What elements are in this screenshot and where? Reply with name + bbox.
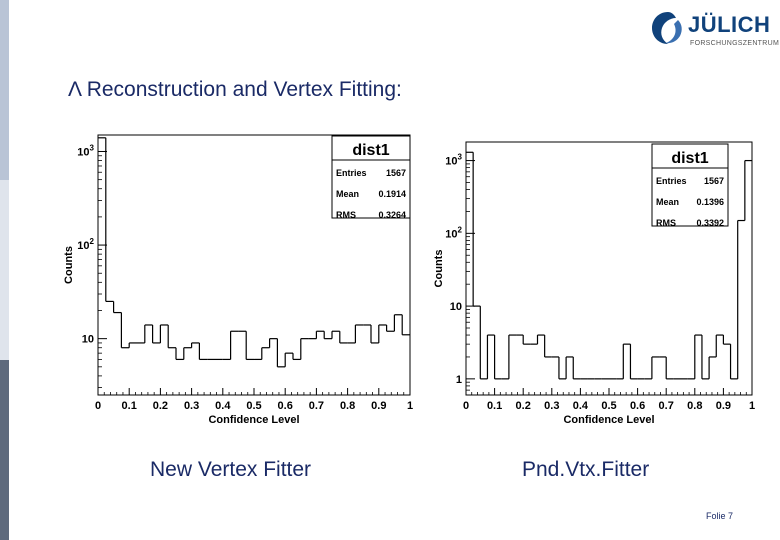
y-tick-label: 102 — [77, 237, 94, 252]
x-tick-label: 0.2 — [516, 400, 531, 412]
juelich-logo: JÜLICH FORSCHUNGSZENTRUM — [650, 10, 779, 54]
x-tick-label: 0.6 — [278, 400, 293, 412]
y-axis-label: Counts — [433, 250, 445, 288]
page-number: Folie 7 — [706, 511, 734, 521]
stats-title: dist1 — [352, 142, 389, 159]
y-tick-label: 10 — [82, 334, 94, 346]
x-tick-label: 0.8 — [687, 400, 702, 412]
x-tick-label: 0.4 — [573, 400, 589, 412]
x-tick-label: 0.9 — [716, 400, 731, 412]
y-tick-label: 10 — [450, 301, 462, 313]
histogram-pnd-vtx-fitter: 0 0.1 0.2 0.3 0.4 0.5 0.6 0.7 0.8 0.9 1 1 10 102 103 Co… — [433, 141, 755, 426]
histogram-bins — [98, 137, 410, 368]
y-tick-label: 102 — [445, 225, 462, 240]
page-title: Λ Reconstruction and Vertex Fitting: — [68, 78, 402, 101]
y-tick-label: 103 — [445, 153, 462, 168]
x-tick-label: 0.4 — [215, 400, 231, 412]
histogram-new-vertex-fitter: 0 0.1 0.2 0.3 0.4 0.5 0.6 0.7 0.8 0.9 1 10 102 103 Con… — [63, 134, 413, 426]
stats-row-value: 0.1396 — [696, 197, 724, 207]
logo-swirl-icon — [652, 12, 682, 44]
stats-box: dist1 Entries 1567 Mean 0.1914 RMS 0.3264 — [331, 135, 411, 220]
x-tick-label: 0.1 — [487, 400, 502, 412]
histogram-bins — [466, 151, 752, 380]
side-accent-bar-top — [0, 0, 9, 180]
x-axis-label: Confidence Level — [563, 414, 654, 426]
stats-box: dist1 Entries 1567 Mean 0.1396 RMS 0.3392 — [651, 143, 729, 228]
stats-row-value: 1567 — [704, 176, 724, 186]
x-tick-label: 1 — [407, 400, 413, 412]
stats-row-label: Entries — [656, 176, 687, 186]
stats-row-value: 0.3392 — [696, 218, 724, 228]
y-tick-label: 1 — [456, 374, 462, 386]
logo-wordmark: JÜLICH — [688, 12, 771, 37]
x-tick-label: 0.9 — [371, 400, 386, 412]
caption-new-vertex-fitter: New Vertex Fitter — [150, 458, 312, 481]
x-tick-label: 0.7 — [659, 400, 674, 412]
stats-row-value: 0.3264 — [378, 210, 406, 220]
caption-pnd-vtx-fitter: Pnd.Vtx.Fitter — [522, 458, 650, 481]
logo-subtext: FORSCHUNGSZENTRUM — [690, 40, 780, 47]
x-tick-label: 0 — [463, 400, 469, 412]
side-accent-bar-middle — [0, 180, 9, 360]
y-axis-label: Counts — [63, 246, 75, 284]
stats-row-value: 0.1914 — [378, 189, 406, 199]
x-tick-label: 0.3 — [184, 400, 199, 412]
x-tick-label: 0.5 — [246, 400, 261, 412]
x-tick-label: 1 — [749, 400, 755, 412]
stats-row-label: Entries — [336, 168, 367, 178]
x-tick-label: 0.3 — [544, 400, 559, 412]
stats-row-label: RMS — [336, 210, 356, 220]
stats-row-label: RMS — [656, 218, 676, 228]
x-tick-label: 0 — [95, 400, 101, 412]
x-tick-label: 0.2 — [153, 400, 168, 412]
x-tick-label: 0.6 — [630, 400, 645, 412]
stats-row-value: 1567 — [386, 168, 406, 178]
x-tick-label: 0.7 — [309, 400, 324, 412]
x-tick-label: 0.5 — [601, 400, 616, 412]
x-axis-label: Confidence Level — [208, 414, 299, 426]
x-tick-label: 0.1 — [122, 400, 137, 412]
y-tick-label: 103 — [77, 143, 94, 158]
side-accent-bar-bottom — [0, 360, 9, 540]
stats-row-label: Mean — [656, 197, 679, 207]
x-tick-label: 0.8 — [340, 400, 355, 412]
stats-row-label: Mean — [336, 189, 359, 199]
stats-title: dist1 — [671, 150, 708, 167]
